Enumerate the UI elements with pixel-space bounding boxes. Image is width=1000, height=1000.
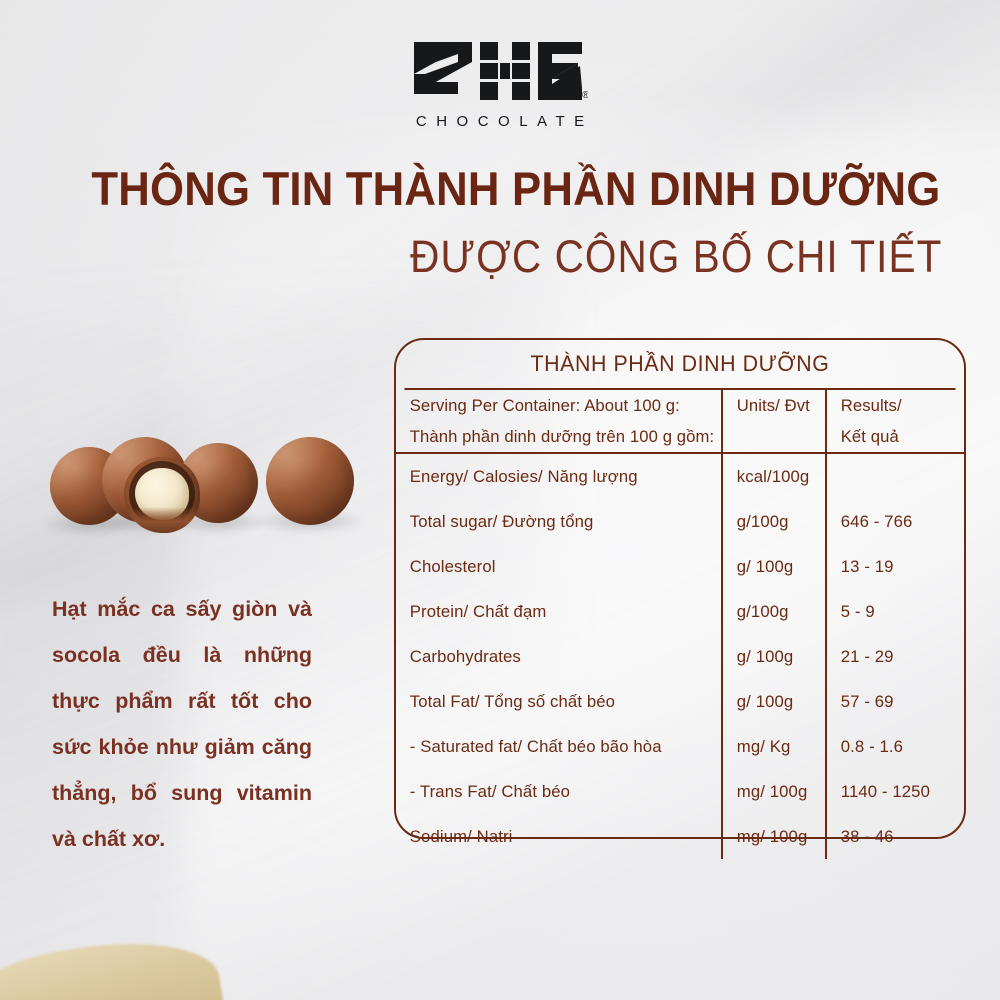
- header-units-line1: Units/ Đvt: [736, 396, 811, 415]
- cell-nutrient-name: Energy/ Calosies/ Năng lượng: [409, 467, 638, 486]
- cell-nutrient-name: Total sugar/ Đường tổng: [409, 512, 594, 531]
- cell-units: mg/ 100g: [721, 769, 824, 814]
- cell-result: [824, 453, 962, 499]
- page-title-line1: THÔNG TIN THÀNH PHẦN DINH DƯỠNG: [91, 162, 941, 215]
- she-logo-mark: ®: [414, 42, 588, 101]
- header-name-line2: Thành phần dinh dưỡng trên 100 g gồm:: [409, 427, 715, 446]
- nutrition-table-body: Energy/ Calosies/ Năng lượng kcal/100g T…: [396, 453, 964, 859]
- cell-result: 1140 - 1250: [824, 769, 962, 814]
- table-row: Carbohydrates g/ 100g 21 - 29: [396, 634, 964, 679]
- cell-result: 13 - 19: [824, 544, 962, 589]
- header-cell-results: Results/ Kết quả: [824, 390, 964, 454]
- cell-nutrient-name: - Saturated fat/ Chất béo bão hòa: [409, 737, 662, 756]
- intro-paragraph: Hạt mắc ca sấy giòn và socola đều là nhữ…: [52, 597, 312, 851]
- nutrition-facts-panel: THÀNH PHẦN DINH DƯỠNG Serving Per Contai…: [394, 338, 966, 859]
- table-row: Total sugar/ Đường tổng g/100g 646 - 766: [396, 499, 964, 544]
- nutrition-table: Serving Per Container: About 100 g: Thàn…: [396, 390, 964, 859]
- cell-nutrient-name: Total Fat/ Tổng số chất béo: [409, 692, 616, 711]
- cell-nutrient-name: - Trans Fat/ Chất béo: [409, 782, 571, 801]
- cell-nutrient-name: Sodium/ Natri: [409, 827, 513, 846]
- table-row: Sodium/ Natri mg/ 100g 38 - 46: [396, 814, 964, 859]
- cell-units: g/ 100g: [721, 634, 824, 679]
- cell-units: g/100g: [721, 589, 824, 634]
- cell-result: 646 - 766: [824, 499, 962, 544]
- cocoa-dust-rim: [126, 507, 198, 533]
- table-row: Total Fat/ Tổng số chất béo g/ 100g 57 -…: [396, 679, 964, 724]
- cell-result: 0.8 - 1.6: [824, 724, 962, 769]
- cell-result: 21 - 29: [824, 634, 962, 679]
- brand-logo: ® CHOCOLATE: [0, 40, 1000, 130]
- cell-nutrient-name: Protein/ Chất đạm: [409, 602, 547, 621]
- header-cell-units: Units/ Đvt: [721, 390, 826, 454]
- brand-tagline: CHOCOLATE: [415, 113, 594, 130]
- cell-units: g/100g: [721, 499, 824, 544]
- product-photo: [18, 425, 366, 540]
- chocolate-ball: [266, 437, 354, 525]
- table-row: - Saturated fat/ Chất béo bão hòa mg/ Kg…: [396, 724, 964, 769]
- table-row: Cholesterol g/ 100g 13 - 19: [396, 544, 964, 589]
- cell-nutrient-name: Carbohydrates: [409, 647, 521, 666]
- cell-units: mg/ Kg: [721, 724, 824, 769]
- cell-units: kcal/100g: [721, 453, 824, 499]
- table-row: - Trans Fat/ Chất béo mg/ 100g 1140 - 12…: [396, 769, 964, 814]
- table-header-row: Serving Per Container: About 100 g: Thàn…: [396, 390, 964, 454]
- header-results-line2: Kết quả: [840, 427, 899, 446]
- table-row: Protein/ Chất đạm g/100g 5 - 9: [396, 589, 964, 634]
- cell-result: 38 - 46: [824, 814, 962, 859]
- page-title-line2: ĐƯỢC CÔNG BỐ CHI TIẾT: [410, 231, 943, 282]
- cell-units: g/ 100g: [721, 679, 824, 724]
- header-cell-name: Serving Per Container: About 100 g: Thàn…: [396, 390, 723, 454]
- cell-units: mg/ 100g: [721, 814, 824, 859]
- cell-result: 57 - 69: [824, 679, 962, 724]
- chocolate-ball-cut-open: [124, 457, 200, 533]
- nutrition-table-title: THÀNH PHẦN DINH DƯỠNG: [404, 340, 956, 390]
- registered-trademark-icon: ®: [582, 90, 588, 101]
- table-row: Energy/ Calosies/ Năng lượng kcal/100g: [396, 453, 964, 499]
- cell-units: g/ 100g: [721, 544, 824, 589]
- cell-nutrient-name: Cholesterol: [409, 557, 496, 576]
- header-results-line1: Results/: [840, 396, 902, 415]
- cell-result: 5 - 9: [824, 589, 962, 634]
- header-name-line1: Serving Per Container: About 100 g:: [409, 396, 680, 415]
